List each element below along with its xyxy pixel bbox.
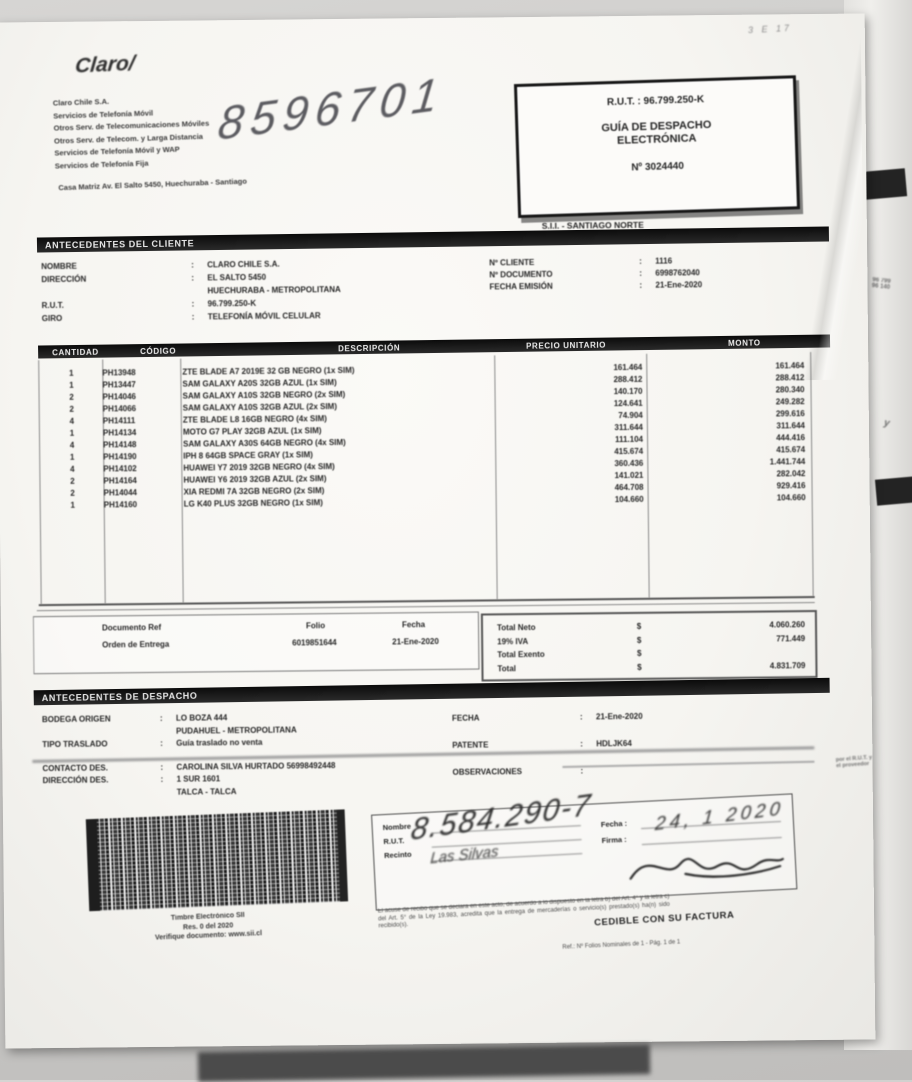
handwritten-date: 24, 1 2020 bbox=[654, 798, 785, 836]
client-field: GIRO : TELEFONÍA MÓVIL CELULAR bbox=[42, 309, 341, 325]
despacho-field: TALCA - TALCA bbox=[43, 785, 336, 801]
client-section-header: ANTECEDENTES DEL CLIENTE bbox=[37, 226, 829, 252]
despacho-field: TIPO TRASLADO : Guía traslado no venta bbox=[42, 736, 335, 752]
casa-matriz-line: Casa Matriz Av. El Salto 5450, Huechurab… bbox=[58, 176, 247, 195]
issuer-rut: R.U.T. : 96.799.250-K bbox=[517, 91, 793, 111]
col-codigo: CÓDIGO bbox=[140, 347, 176, 357]
photo-bottom-shadow bbox=[198, 1044, 650, 1082]
client-fields-right: Nº CLIENTE : 1116 Nº DOCUMENTO : 6998762… bbox=[489, 255, 702, 293]
ref-header: Fecha bbox=[402, 620, 425, 629]
col-descripcion: DESCRIPCIÓN bbox=[338, 343, 400, 353]
client-field: FECHA EMISIÓN : 21-Ene-2020 bbox=[489, 279, 702, 293]
ref-value: 21-Ene-2020 bbox=[392, 637, 439, 646]
col-cantidad: CANTIDAD bbox=[52, 348, 99, 358]
client-fields-left: NOMBRE : CLARO CHILE S.A. DIRECCIÓN : EL… bbox=[41, 257, 341, 325]
acuse-label: Recinto bbox=[384, 848, 413, 863]
letterhead-lines: Claro Chile S.A.Servicios de Telefonía M… bbox=[53, 93, 211, 173]
table-header-bar: CANTIDAD CÓDIGO DESCRIPCIÓN PRECIO UNITA… bbox=[38, 334, 830, 358]
col-precio-unitario: PRECIO UNITARIO bbox=[526, 341, 606, 351]
sii-pdf417-barcode bbox=[86, 809, 348, 911]
side-sheet-bar bbox=[875, 476, 912, 505]
despacho-section-header: ANTECEDENTES DE DESPACHO bbox=[34, 678, 830, 706]
reference-doc-box: Documento Ref Folio Fecha Orden de Entre… bbox=[33, 612, 480, 675]
totals-rows: Total Neto $ 4.060.260 19% IVA $ 771.449… bbox=[483, 612, 816, 675]
ref-value: 6019851644 bbox=[292, 638, 337, 647]
footer-note: Ref.: Nº Folios Nominales de 1 - Pág. 1 … bbox=[562, 939, 680, 952]
side-sheet-bar bbox=[863, 168, 907, 200]
acuse-label: R.U.T. bbox=[383, 834, 412, 849]
claro-logo: Claro/ bbox=[74, 52, 136, 79]
acuse-label: Nombre bbox=[382, 820, 411, 835]
despacho-field: FECHA : 21-Ene-2020 bbox=[452, 710, 643, 725]
doc-folio: Nº 3024440 bbox=[520, 157, 796, 177]
ref-header: Folio bbox=[306, 621, 325, 630]
paper-crease bbox=[787, 30, 865, 381]
side-sheet-text: 96 799 96 140 bbox=[871, 277, 891, 291]
signature-scribble bbox=[624, 833, 786, 891]
ref-header: Documento Ref bbox=[102, 623, 161, 633]
col-monto: MONTO bbox=[728, 338, 761, 347]
total-row: Total $ 4.831.709 bbox=[497, 659, 815, 676]
dispatch-note-paper: Claro/ Claro Chile S.A.Servicios de Tele… bbox=[0, 13, 875, 1048]
table-rows: 1 PH13948 ZTE BLADE A7 2019E 32 GB NEGRO… bbox=[40, 360, 811, 512]
acuse-fecha-label: Fecha : bbox=[601, 817, 628, 832]
handwritten-folio-number: 8596701 bbox=[215, 65, 447, 150]
ref-value: Orden de Entrega bbox=[102, 640, 169, 650]
side-sheet-text: por el R.U.T. y el proveedor bbox=[836, 755, 873, 770]
rut-doc-box: R.U.T. : 96.799.250-K GUÍA DE DESPACHO E… bbox=[514, 75, 800, 218]
totals-box: Total Neto $ 4.060.260 19% IVA $ 771.449… bbox=[481, 610, 818, 682]
